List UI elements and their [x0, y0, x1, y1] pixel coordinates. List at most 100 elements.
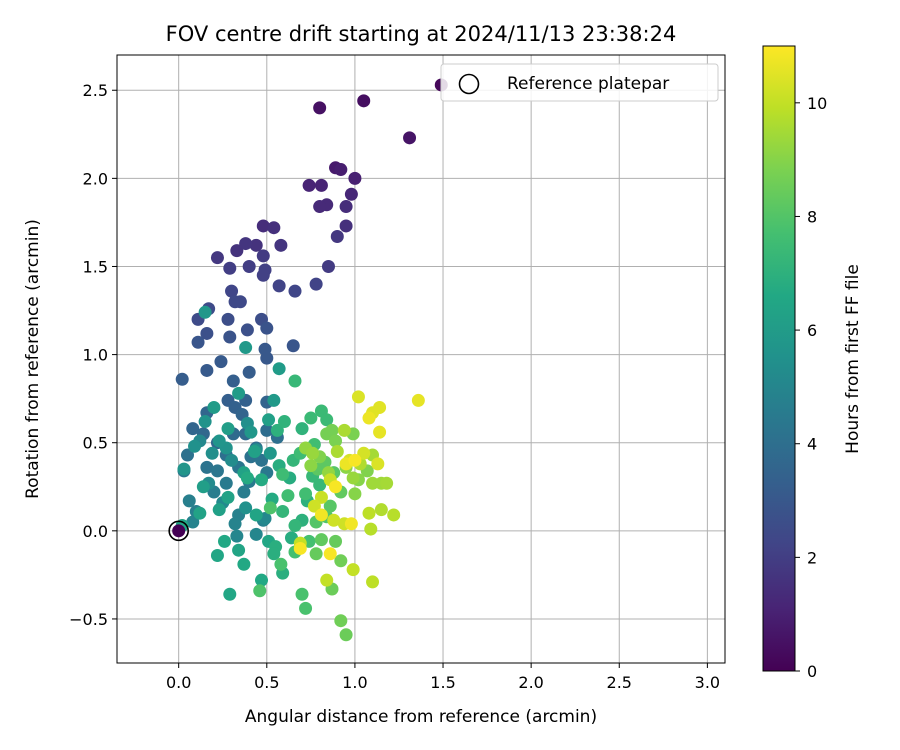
y-tick-label: 2.5 [83, 81, 108, 100]
data-point [272, 279, 286, 293]
x-tick-label: 1.5 [430, 673, 455, 692]
data-point [200, 363, 214, 377]
data-point [223, 261, 237, 275]
data-point [210, 464, 224, 478]
y-tick-label: 1.0 [83, 346, 108, 365]
x-tick-label: 1.0 [342, 673, 367, 692]
data-point [191, 335, 205, 349]
data-point [334, 163, 348, 177]
data-point [321, 259, 335, 273]
data-point [239, 237, 253, 251]
data-point [348, 453, 362, 467]
y-tick-label: 1.5 [83, 257, 108, 276]
x-tick-label: 0.0 [166, 673, 191, 692]
data-points [175, 78, 448, 642]
data-point [302, 178, 316, 192]
data-point [223, 587, 237, 601]
data-point [263, 501, 277, 515]
data-point [198, 415, 212, 429]
data-point [366, 575, 380, 589]
data-point [411, 393, 425, 407]
data-point [334, 614, 348, 628]
data-point [267, 221, 281, 235]
colorbar-gradient [762, 45, 796, 672]
data-point [309, 277, 323, 291]
data-point [371, 457, 385, 471]
data-point [207, 400, 221, 414]
data-point [242, 259, 256, 273]
colorbar-ticks: 0 2 4 6 8 10 [795, 94, 827, 681]
data-point [293, 541, 307, 555]
data-point [263, 446, 277, 460]
data-point [306, 446, 320, 460]
data-point [256, 219, 270, 233]
colorbar-tick-label: 6 [807, 321, 817, 340]
grid-lines [117, 55, 725, 663]
data-point [295, 587, 309, 601]
data-point [267, 547, 281, 561]
data-point [329, 434, 343, 448]
data-point [242, 365, 256, 379]
data-point [325, 423, 339, 437]
data-point [272, 362, 286, 376]
data-point [240, 323, 254, 337]
legend: Reference platepar [440, 63, 719, 102]
colorbar-tick-label: 10 [807, 94, 827, 113]
data-point [221, 312, 235, 326]
data-point [320, 573, 334, 587]
data-point [304, 459, 318, 473]
data-point [175, 372, 189, 386]
y-tick-label: −0.5 [69, 610, 108, 629]
data-point [186, 422, 200, 436]
data-point [247, 445, 261, 459]
data-point [188, 439, 202, 453]
data-point [262, 413, 276, 427]
data-point [200, 326, 214, 340]
data-point [313, 101, 327, 115]
data-point [304, 411, 318, 425]
data-point [260, 321, 274, 335]
colorbar: 0 2 4 6 8 10 Hours from first FF file [762, 45, 863, 681]
data-point [314, 178, 328, 192]
data-point [387, 508, 401, 522]
data-point [314, 533, 328, 547]
data-point [329, 534, 343, 548]
data-point [230, 244, 244, 258]
colorbar-label: Hours from first FF file [843, 264, 863, 454]
y-tick-label: 2.0 [83, 169, 108, 188]
data-point [210, 251, 224, 265]
colorbar-tick-label: 2 [807, 548, 817, 567]
data-point [240, 471, 254, 485]
data-point [219, 476, 233, 490]
data-point [186, 515, 200, 529]
data-point [177, 462, 191, 476]
y-axis-label: Rotation from reference (arcmin) [23, 219, 43, 499]
data-point [198, 305, 212, 319]
data-point [255, 573, 269, 587]
reference-point-fill [172, 524, 186, 538]
data-point [295, 422, 309, 436]
data-point [267, 393, 281, 407]
data-point [230, 529, 244, 543]
data-point [357, 94, 371, 108]
data-point [307, 499, 321, 513]
data-point [256, 268, 270, 282]
data-point [403, 131, 417, 145]
data-point [256, 249, 270, 263]
data-point [260, 351, 274, 365]
data-point [228, 517, 242, 531]
colorbar-tick-label: 4 [807, 435, 817, 454]
reference-platepar-marker [168, 520, 189, 542]
x-axis-label: Angular distance from reference (arcmin) [245, 707, 597, 727]
data-point [288, 519, 302, 533]
data-point [314, 508, 328, 522]
data-point [244, 425, 258, 439]
data-point [344, 187, 358, 201]
legend-label: Reference platepar [507, 74, 669, 94]
y-axis-ticks: −0.5 0.0 0.5 1.0 1.5 2.0 2.5 [69, 81, 117, 629]
data-point [299, 601, 313, 615]
data-point [239, 501, 253, 515]
data-point [223, 330, 237, 344]
data-point [330, 445, 344, 459]
